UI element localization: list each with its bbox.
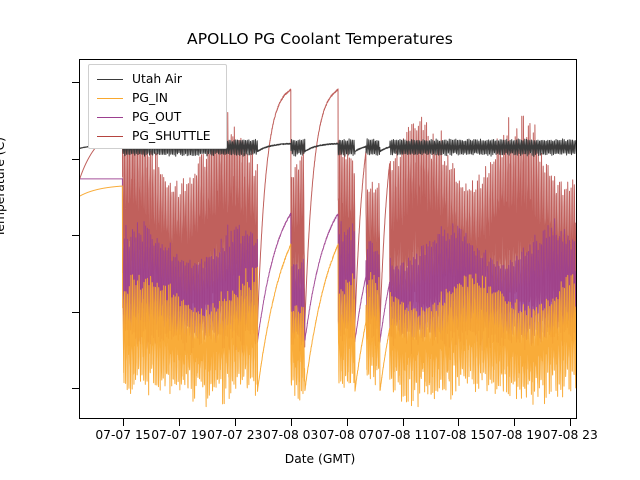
- y-tick-mark: [72, 311, 79, 313]
- legend-swatch-icon: [97, 116, 123, 119]
- legend-item-pg-in[interactable]: PG_IN: [89, 89, 226, 108]
- legend-item-pg-shuttle[interactable]: PG_SHUTTLE: [89, 127, 226, 146]
- x-tick-mark: [570, 419, 572, 426]
- y-tick-mark: [72, 81, 79, 84]
- x-tick-mark: [178, 419, 180, 426]
- x-axis-label: Date (GMT): [284, 452, 356, 466]
- y-axis-label: Temperature (C): [0, 137, 7, 237]
- x-tick-mark: [458, 419, 460, 426]
- legend-swatch-icon: [97, 97, 123, 100]
- legend-label: PG_SHUTTLE: [132, 129, 211, 144]
- x-tick-mark: [123, 419, 125, 426]
- series-line-pg-in: [80, 185, 576, 408]
- x-tick-mark: [290, 419, 292, 426]
- x-tick-mark: [514, 419, 516, 426]
- x-tick-label: 07-07 15: [95, 428, 151, 442]
- plot-svg: [80, 88, 576, 408]
- y-tick-mark: [72, 158, 79, 160]
- legend-label: PG_OUT: [132, 110, 182, 125]
- legend-item-utah-air[interactable]: Utah Air: [89, 70, 226, 89]
- x-tick-label: 07-08 07: [318, 428, 375, 442]
- chart-title: APOLLO PG Coolant Temperatures: [187, 30, 453, 48]
- y-tick-mark: [72, 388, 79, 390]
- x-tick-label: 07-07 19: [151, 428, 207, 442]
- x-tick-label: 07-08 23: [542, 428, 598, 442]
- legend-swatch-icon: [97, 135, 123, 138]
- legend-label: Utah Air: [132, 72, 182, 87]
- legend-label: PG_IN: [132, 91, 168, 106]
- series-line-pg-shuttle: [80, 88, 576, 354]
- x-tick-mark: [402, 419, 404, 426]
- y-tick-mark: [72, 235, 79, 237]
- x-tick-mark: [346, 419, 348, 426]
- x-tick-label: 07-08 03: [263, 428, 319, 442]
- legend-item-pg-out[interactable]: PG_OUT: [89, 108, 226, 127]
- chart-legend: Utah Air PG_IN PG_OUT PG_SHUTTLE: [88, 64, 227, 149]
- x-tick-label: 07-07 23: [207, 428, 263, 442]
- x-tick-label: 07-08 15: [430, 428, 487, 442]
- x-tick-mark: [234, 419, 236, 426]
- legend-swatch-icon: [97, 78, 123, 81]
- x-tick-label: 07-08 19: [486, 428, 542, 442]
- x-tick-label: 07-08 11: [374, 428, 431, 442]
- series-line-utah-air: [80, 138, 576, 157]
